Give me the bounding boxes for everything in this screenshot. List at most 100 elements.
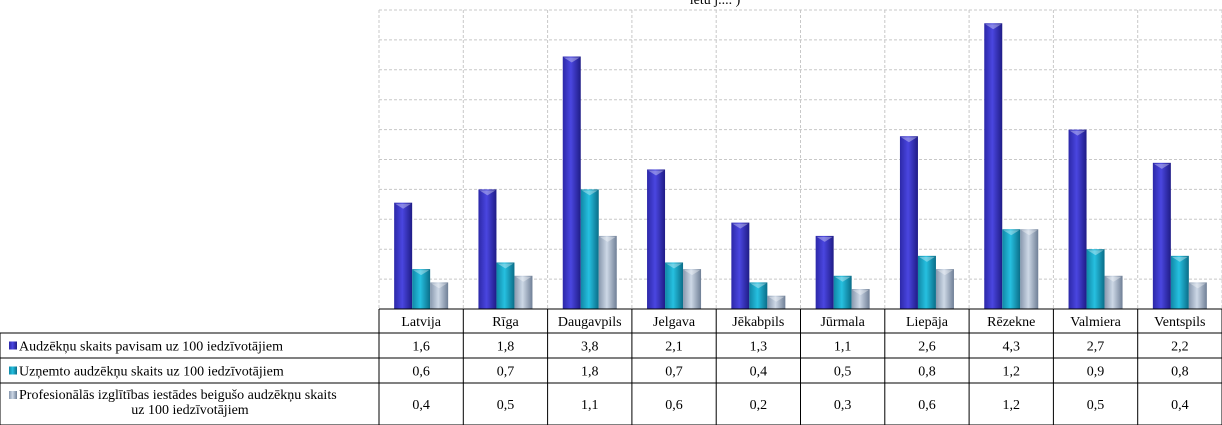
data-label: 1,8 [581,365,599,380]
bar-series-3-Rīga [514,275,533,309]
bar-cap [431,283,448,289]
bar-cap [413,270,430,276]
legend-swatch [9,391,17,399]
legend-label: Profesionālās izglītības iestādes beiguš… [19,388,337,418]
bars [394,23,1207,310]
bar-series-1-Jēkabpils [731,222,750,309]
data-label: 1,2 [1003,398,1021,413]
x-tick-label: Liepāja [906,315,949,330]
bar-cap [1189,283,1206,289]
bar-series-1-Latvija [394,202,413,309]
data-label: 2,1 [665,340,683,355]
x-tick-label: Valmiera [1070,315,1121,330]
bar-series-1-Jelgava [647,169,666,309]
bar-cap [581,190,598,196]
data-label: 0,6 [412,365,430,380]
bar-cap [1003,230,1020,236]
data-label: 2,6 [918,340,936,355]
bar-cap [936,270,953,276]
bar-cap [1021,230,1038,236]
bar-series-2-Jūrmala [833,275,852,309]
data-label: 0,8 [918,365,936,380]
x-tick-label: Jēkabpils [732,315,784,330]
bar-cap [497,263,514,269]
bar-cap [1069,130,1086,136]
bar-series-2-Jēkabpils [749,282,768,309]
bar-series-3-Jūrmala [851,289,870,309]
bar-series-3-Latvija [430,282,449,309]
data-label: 0,6 [665,398,683,413]
bar-cap [918,256,935,262]
data-label: 0,4 [1171,398,1189,413]
legend-label: Uzņemto audzēkņu skaits uz 100 iedzīvotā… [19,365,284,380]
bar-series-3-Jelgava [683,269,702,309]
bar-series-2-Valmiera [1086,249,1105,309]
x-tick-label: Latvija [401,315,441,330]
bar-cap [1105,276,1122,282]
bar-cap [852,290,869,296]
bar-series-1-Rēzekne [984,23,1003,310]
bar-series-1-Valmiera [1068,129,1087,309]
bar-cap [684,270,701,276]
bar-cap [648,170,665,176]
x-tick-label: Rēzekne [987,315,1035,330]
x-tick-label: Jūrmala [820,315,865,330]
bar-series-3-Liepāja [935,269,954,309]
legend-swatch [9,366,17,375]
x-tick-label: Ventspils [1154,315,1205,330]
data-label: 1,1 [581,398,599,413]
data-label: 1,2 [1003,365,1021,380]
bar-cap [985,24,1002,30]
data-label: 1,6 [412,340,430,355]
bar-cap [750,283,767,289]
data-label: 0,5 [834,365,852,380]
bar-cap [1153,163,1170,169]
bar-cap [563,57,580,63]
bar-series-2-Liepāja [917,255,936,309]
x-tick-label: Rīga [492,315,519,330]
bar-series-2-Daugavpils [580,189,599,309]
data-label: 0,5 [497,398,515,413]
bar-cap [834,276,851,282]
data-label: 0,4 [750,365,768,380]
bar-series-2-Jelgava [665,262,684,309]
legend-swatch [9,341,17,350]
bar-series-1-Liepāja [899,136,918,309]
bar-cap [900,137,917,143]
data-label: 1,3 [750,340,768,355]
bar-cap [768,296,785,302]
data-label: 0,3 [834,398,852,413]
bar-series-1-Ventspils [1152,162,1171,309]
bar-cap [395,203,412,209]
bar-series-1-Rīga [478,189,497,309]
data-label: 0,5 [1087,398,1105,413]
data-label: 1,8 [497,340,515,355]
data-label: 0,8 [1171,365,1189,380]
data-table: Latvija Rīga Daugavpils Jelgava Jēkabpils Jūr… [0,308,1222,425]
bar-series-3-Rēzekne [1020,229,1039,309]
bar-cap [1087,250,1104,256]
data-label: 3,8 [581,340,599,355]
x-tick-label: Jelgava [653,315,696,330]
data-label: 4,3 [1003,340,1021,355]
data-label: 0,4 [412,398,430,413]
bar-cap [1171,256,1188,262]
bar-series-2-Rīga [496,262,515,309]
data-label: 0,7 [665,365,683,380]
data-label: 0,7 [497,365,515,380]
bar-series-1-Daugavpils [562,56,581,310]
bar-series-3-Valmiera [1104,275,1123,309]
data-label: 0,2 [750,398,768,413]
bar-series-2-Rēzekne [1002,229,1021,309]
bar-series-3-Ventspils [1188,282,1207,309]
x-tick-label: Daugavpils [558,315,622,330]
bar-cap [816,236,833,242]
bar-series-2-Ventspils [1170,255,1189,309]
bar-series-2-Latvija [412,269,431,309]
bar-series-3-Jēkabpils [767,295,786,309]
data-label: 2,7 [1087,340,1105,355]
legend-label: Audzēkņu skaits pavisam uz 100 iedzīvotā… [19,340,283,355]
bar-cap [599,236,616,242]
data-label: 2,2 [1171,340,1189,355]
